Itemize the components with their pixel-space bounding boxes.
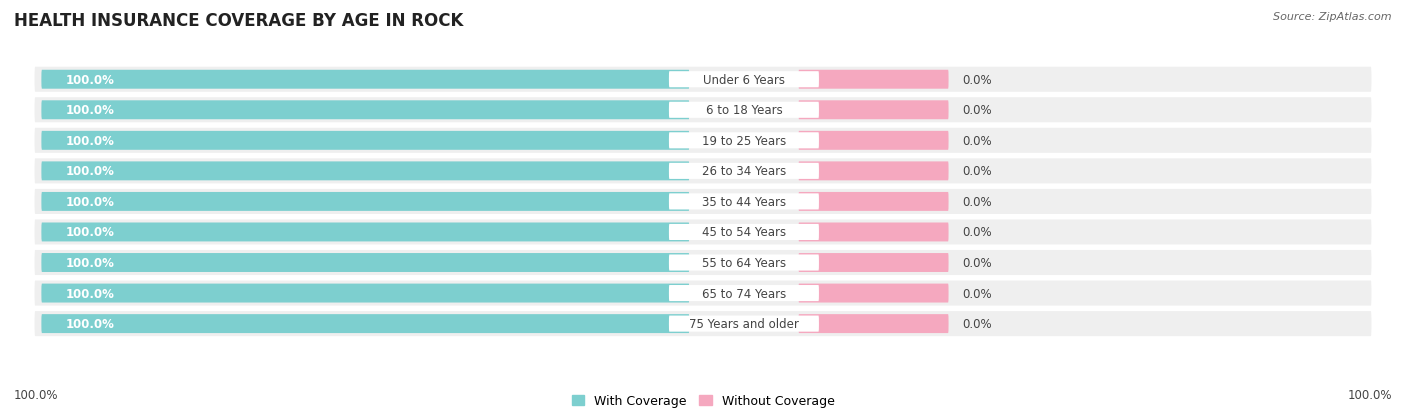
FancyBboxPatch shape <box>41 131 689 150</box>
Text: Under 6 Years: Under 6 Years <box>703 74 785 86</box>
FancyBboxPatch shape <box>669 102 818 119</box>
Text: Source: ZipAtlas.com: Source: ZipAtlas.com <box>1274 12 1392 22</box>
FancyBboxPatch shape <box>41 254 689 272</box>
FancyBboxPatch shape <box>41 101 689 120</box>
FancyBboxPatch shape <box>41 314 689 333</box>
FancyBboxPatch shape <box>41 284 689 303</box>
FancyBboxPatch shape <box>669 194 818 210</box>
Text: 100.0%: 100.0% <box>66 256 115 269</box>
FancyBboxPatch shape <box>35 311 1371 336</box>
Text: 35 to 44 Years: 35 to 44 Years <box>702 195 786 209</box>
FancyBboxPatch shape <box>799 223 949 242</box>
Text: 0.0%: 0.0% <box>962 165 991 178</box>
FancyBboxPatch shape <box>799 131 949 150</box>
Text: 0.0%: 0.0% <box>962 287 991 300</box>
FancyBboxPatch shape <box>35 128 1371 154</box>
FancyBboxPatch shape <box>799 314 949 333</box>
FancyBboxPatch shape <box>669 72 818 88</box>
Text: 100.0%: 100.0% <box>66 287 115 300</box>
FancyBboxPatch shape <box>799 101 949 120</box>
Text: 0.0%: 0.0% <box>962 195 991 209</box>
FancyBboxPatch shape <box>35 250 1371 275</box>
Text: 100.0%: 100.0% <box>1347 388 1392 401</box>
FancyBboxPatch shape <box>35 98 1371 123</box>
Text: 19 to 25 Years: 19 to 25 Years <box>702 135 786 147</box>
Text: 75 Years and older: 75 Years and older <box>689 317 799 330</box>
FancyBboxPatch shape <box>669 285 818 301</box>
Text: 0.0%: 0.0% <box>962 317 991 330</box>
Text: 100.0%: 100.0% <box>66 226 115 239</box>
FancyBboxPatch shape <box>799 71 949 90</box>
FancyBboxPatch shape <box>35 281 1371 306</box>
FancyBboxPatch shape <box>35 159 1371 184</box>
FancyBboxPatch shape <box>35 220 1371 245</box>
Text: 100.0%: 100.0% <box>66 74 115 86</box>
FancyBboxPatch shape <box>669 255 818 271</box>
FancyBboxPatch shape <box>41 71 689 90</box>
Text: 100.0%: 100.0% <box>66 135 115 147</box>
FancyBboxPatch shape <box>799 162 949 181</box>
Legend: With Coverage, Without Coverage: With Coverage, Without Coverage <box>572 394 834 408</box>
Text: 100.0%: 100.0% <box>66 165 115 178</box>
Text: 65 to 74 Years: 65 to 74 Years <box>702 287 786 300</box>
FancyBboxPatch shape <box>669 133 818 149</box>
Text: 45 to 54 Years: 45 to 54 Years <box>702 226 786 239</box>
FancyBboxPatch shape <box>35 190 1371 214</box>
Text: 100.0%: 100.0% <box>66 195 115 209</box>
FancyBboxPatch shape <box>669 316 818 332</box>
Text: 0.0%: 0.0% <box>962 74 991 86</box>
Text: 100.0%: 100.0% <box>14 388 59 401</box>
FancyBboxPatch shape <box>669 224 818 240</box>
FancyBboxPatch shape <box>41 192 689 211</box>
FancyBboxPatch shape <box>799 284 949 303</box>
FancyBboxPatch shape <box>35 68 1371 93</box>
FancyBboxPatch shape <box>669 164 818 180</box>
FancyBboxPatch shape <box>41 162 689 181</box>
Text: 0.0%: 0.0% <box>962 256 991 269</box>
Text: 100.0%: 100.0% <box>66 317 115 330</box>
Text: 0.0%: 0.0% <box>962 226 991 239</box>
FancyBboxPatch shape <box>799 192 949 211</box>
FancyBboxPatch shape <box>799 254 949 272</box>
Text: 0.0%: 0.0% <box>962 104 991 117</box>
FancyBboxPatch shape <box>41 223 689 242</box>
Text: 0.0%: 0.0% <box>962 135 991 147</box>
Text: 6 to 18 Years: 6 to 18 Years <box>706 104 782 117</box>
Text: HEALTH INSURANCE COVERAGE BY AGE IN ROCK: HEALTH INSURANCE COVERAGE BY AGE IN ROCK <box>14 12 464 30</box>
Text: 55 to 64 Years: 55 to 64 Years <box>702 256 786 269</box>
Text: 100.0%: 100.0% <box>66 104 115 117</box>
Text: 26 to 34 Years: 26 to 34 Years <box>702 165 786 178</box>
